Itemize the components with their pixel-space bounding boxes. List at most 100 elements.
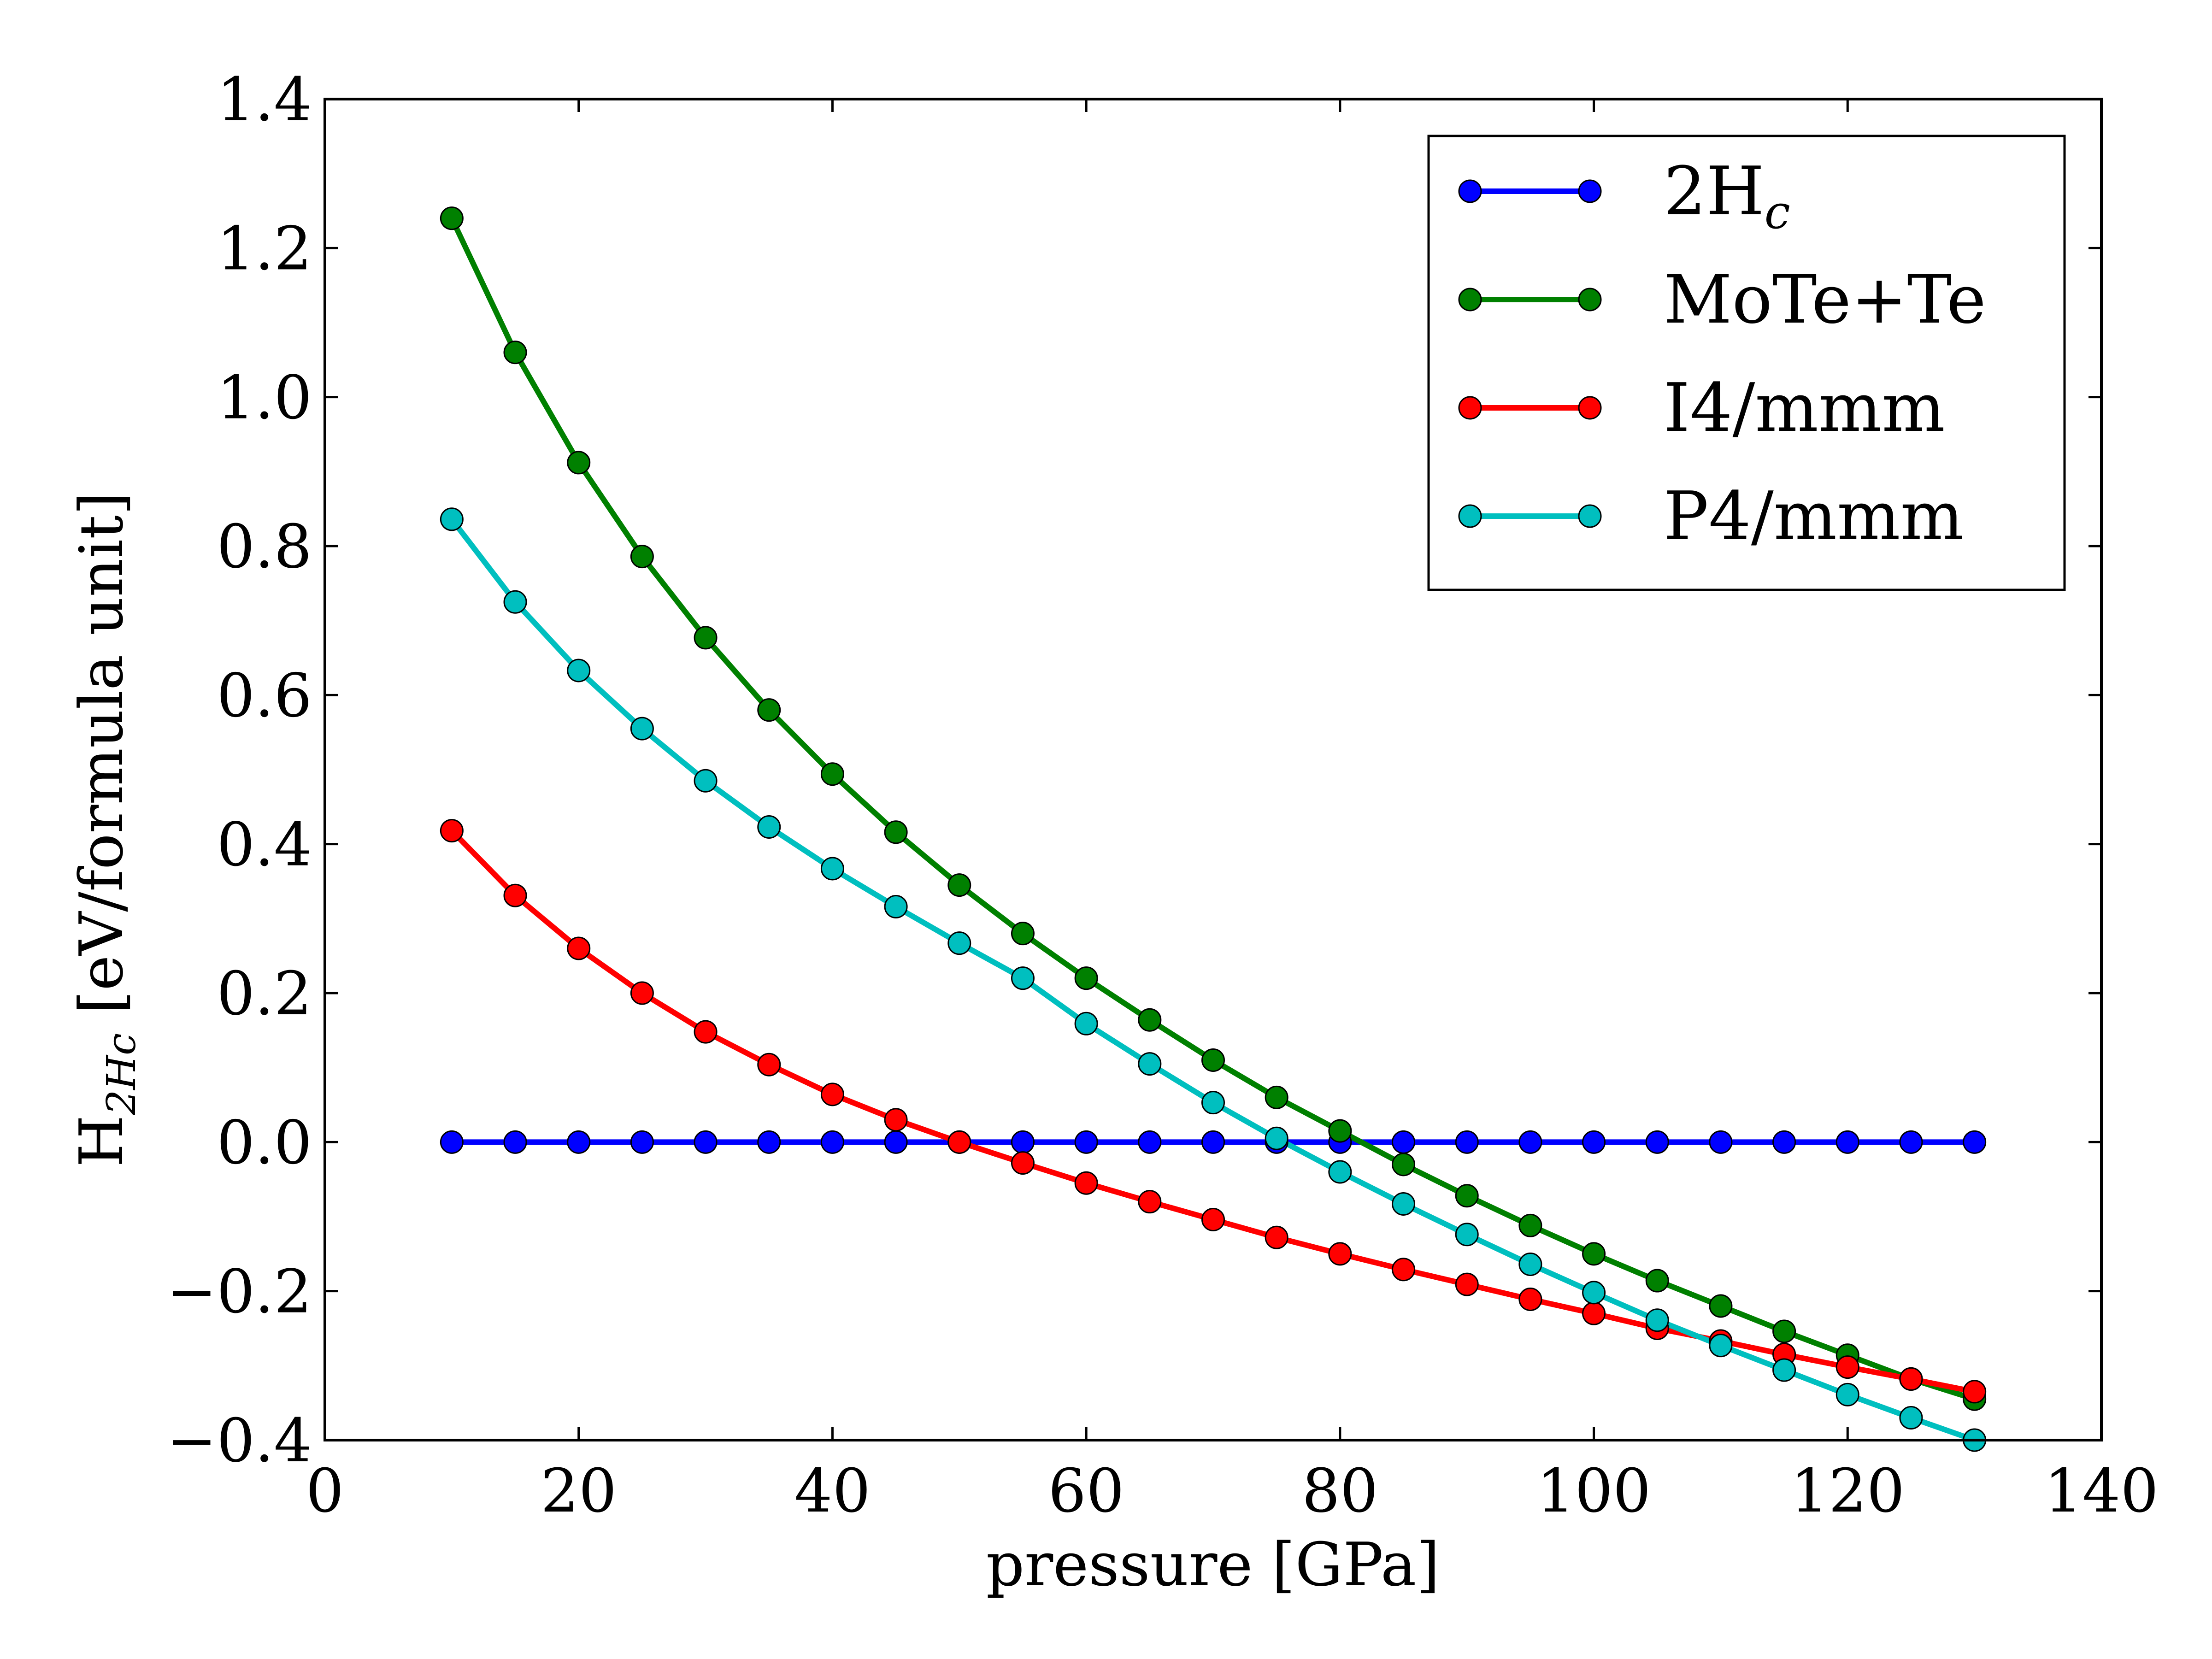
data-point-mote-te xyxy=(1518,1213,1542,1237)
y-tick-label: 0.2 xyxy=(217,959,312,1029)
data-point-i4-mmm xyxy=(1582,1301,1606,1325)
data-point-i4-mmm xyxy=(630,981,654,1005)
y-tick-label: 1.0 xyxy=(217,363,312,433)
x-tick-label: 0 xyxy=(306,1456,344,1526)
y-axis-label-main: H xyxy=(66,1115,136,1167)
data-point-i4-mmm xyxy=(1835,1355,1859,1379)
data-point-i4-mmm xyxy=(1201,1207,1225,1231)
data-point-2hc xyxy=(1709,1130,1733,1154)
data-point-i4-mmm xyxy=(1963,1380,1987,1404)
data-point-mote-te xyxy=(694,626,718,650)
data-point-2hc xyxy=(820,1130,844,1154)
data-point-i4-mmm xyxy=(1074,1171,1098,1195)
data-point-i4-mmm xyxy=(947,1130,971,1154)
y-tick-label: 0.4 xyxy=(217,810,312,880)
y-tick-label: 0.0 xyxy=(217,1107,312,1177)
x-tick-label: 40 xyxy=(794,1456,871,1526)
x-tick-label: 120 xyxy=(1790,1456,1905,1526)
data-point-mote-te xyxy=(1645,1269,1669,1293)
data-point-2hc xyxy=(1011,1130,1035,1154)
legend-label: P4/mmm xyxy=(1664,477,1964,555)
x-tick-label: 60 xyxy=(1048,1456,1124,1526)
data-point-2hc xyxy=(757,1130,781,1154)
data-point-i4-mmm xyxy=(1392,1258,1416,1282)
data-point-i4-mmm xyxy=(884,1108,908,1132)
data-point-p4-mmm xyxy=(1645,1308,1669,1332)
data-point-mote-te xyxy=(1582,1242,1606,1266)
legend-label-main: P4/mmm xyxy=(1664,477,1964,555)
data-point-p4-mmm xyxy=(1455,1223,1479,1247)
y-tick-label: 0.6 xyxy=(217,660,312,730)
legend-label-main: MoTe+Te xyxy=(1664,261,1986,339)
data-point-p4-mmm xyxy=(884,894,908,918)
y-tick-label: −0.2 xyxy=(166,1257,312,1327)
x-axis-label: pressure [GPa] xyxy=(986,1530,1440,1600)
data-point-2hc xyxy=(1963,1130,1987,1154)
data-point-p4-mmm xyxy=(1582,1281,1606,1305)
data-point-p4-mmm xyxy=(1772,1358,1796,1382)
data-point-2hc xyxy=(1772,1130,1796,1154)
ticks-layer: 0 20 40 60 80 100 120 140 −0.4 −0.2 0.0 0.2 0.4 0.6 0.… xyxy=(166,65,2159,1526)
data-point-i4-mmm xyxy=(1328,1242,1352,1266)
data-point-mote-te xyxy=(1455,1184,1479,1208)
data-point-p4-mmm xyxy=(1709,1334,1733,1358)
data-point-p4-mmm xyxy=(1011,966,1035,990)
data-point-mote-te xyxy=(820,762,844,786)
legend-swatch-marker xyxy=(1458,396,1482,420)
data-point-p4-mmm xyxy=(1138,1052,1162,1076)
data-point-p4-mmm xyxy=(1518,1252,1542,1276)
legend-swatch-marker xyxy=(1578,396,1602,420)
y-tick-label: 1.2 xyxy=(217,213,312,283)
data-point-2hc xyxy=(630,1130,654,1154)
data-point-i4-mmm xyxy=(757,1053,781,1077)
data-point-mote-te xyxy=(1074,966,1098,990)
data-point-mote-te xyxy=(884,820,908,844)
data-point-2hc xyxy=(567,1130,591,1154)
data-point-2hc xyxy=(1201,1130,1225,1154)
plot-frame xyxy=(324,98,2103,1441)
data-point-i4-mmm xyxy=(1899,1367,1923,1391)
data-point-mote-te xyxy=(1011,922,1035,946)
data-point-2hc xyxy=(503,1130,527,1154)
data-point-mote-te xyxy=(1328,1119,1352,1143)
data-point-p4-mmm xyxy=(820,857,844,881)
data-point-mote-te xyxy=(947,873,971,897)
data-point-p4-mmm xyxy=(1074,1012,1098,1035)
data-point-mote-te xyxy=(1772,1319,1796,1343)
data-point-p4-mmm xyxy=(1835,1382,1859,1406)
data-point-2hc xyxy=(1645,1130,1669,1154)
y-tick-label: −0.4 xyxy=(166,1406,312,1476)
y-axis-label: H2Hc [eV/formula unit] xyxy=(66,492,145,1167)
data-point-mote-te xyxy=(1265,1085,1288,1109)
legend-label: 2Hc xyxy=(1664,153,1790,239)
legend-label: I4/mmm xyxy=(1664,369,1945,447)
y-axis-label-sub: 2Hc xyxy=(99,1033,145,1116)
data-point-i4-mmm xyxy=(1265,1225,1288,1249)
data-point-i4-mmm xyxy=(1518,1287,1542,1311)
data-point-2hc xyxy=(1899,1130,1923,1154)
data-point-p4-mmm xyxy=(1328,1160,1352,1184)
data-point-2hc xyxy=(440,1130,464,1154)
data-point-mote-te xyxy=(630,545,654,569)
data-point-i4-mmm xyxy=(1138,1190,1162,1214)
data-point-p4-mmm xyxy=(1392,1192,1416,1216)
data-point-p4-mmm xyxy=(1201,1091,1225,1115)
data-point-mote-te xyxy=(757,698,781,722)
x-tick-label: 20 xyxy=(541,1456,617,1526)
data-point-p4-mmm xyxy=(1265,1126,1288,1150)
legend-label: MoTe+Te xyxy=(1664,261,1986,339)
data-point-2hc xyxy=(1392,1130,1416,1154)
legend-swatch-marker xyxy=(1458,504,1482,528)
y-axis-label-rest: [eV/formula unit] xyxy=(66,492,136,1033)
series-layer xyxy=(440,206,1987,1452)
data-point-i4-mmm xyxy=(1011,1151,1035,1175)
legend-label-sub: c xyxy=(1765,185,1790,239)
data-point-2hc xyxy=(1074,1130,1098,1154)
data-point-i4-mmm xyxy=(567,936,591,960)
data-point-i4-mmm xyxy=(440,819,464,843)
data-point-p4-mmm xyxy=(503,590,527,614)
data-point-p4-mmm xyxy=(757,815,781,839)
data-point-2hc xyxy=(1582,1130,1606,1154)
data-point-2hc xyxy=(1835,1130,1859,1154)
